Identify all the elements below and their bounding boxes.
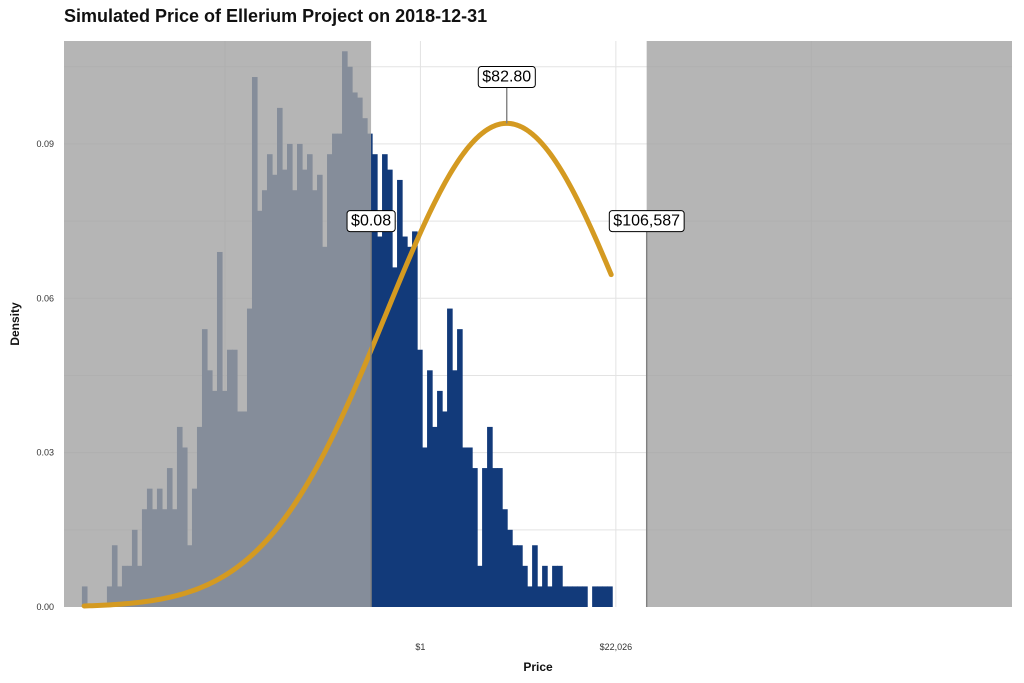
histogram-bar — [582, 586, 588, 607]
histogram-bar — [517, 545, 523, 607]
histogram-bar — [507, 529, 513, 607]
shade-layer — [64, 41, 1012, 607]
histogram-bar — [397, 179, 403, 607]
histogram-bar — [402, 236, 408, 607]
y-tick-label: 0.06 — [36, 293, 54, 303]
density-curve — [81, 120, 614, 609]
histogram-bar — [522, 565, 528, 607]
histogram-bar — [442, 411, 448, 607]
annotation-text: $0.08 — [351, 213, 391, 230]
histogram-bar — [552, 565, 558, 607]
histogram-bar — [527, 586, 533, 607]
histogram-bar — [592, 586, 598, 607]
histogram-bar — [447, 308, 453, 607]
annotation-box — [477, 66, 536, 89]
annotation-label: $0.08 — [346, 210, 396, 233]
histogram-bar — [427, 370, 433, 607]
annotation-text: $106,587 — [613, 213, 680, 230]
histogram-bar — [477, 565, 483, 607]
y-tick-label: 0.03 — [36, 448, 54, 458]
histogram-bar — [387, 169, 393, 608]
x-axis-title: Price — [523, 660, 553, 674]
histogram-bar — [407, 246, 413, 607]
y-axis-title: Density — [8, 302, 22, 346]
histogram-bar — [372, 154, 378, 607]
shaded-tail-region — [646, 41, 1012, 607]
histogram-bar — [577, 586, 583, 607]
x-tick-label: $22,026 — [600, 642, 633, 652]
histogram-bar — [602, 586, 608, 607]
annotation-label: $106,587 — [608, 210, 685, 233]
histogram-bar — [432, 426, 438, 607]
histogram-bar — [437, 390, 443, 607]
histogram-bar — [562, 586, 568, 607]
histogram-bar — [547, 586, 553, 607]
histogram-bar — [462, 447, 468, 607]
histogram-bar — [392, 267, 398, 607]
annotation-box — [346, 210, 396, 233]
histogram-bar — [567, 586, 573, 607]
annotation-layer: $0.08 $82.80 $106,587 — [346, 66, 685, 607]
histogram-bar — [457, 329, 463, 607]
axis-layer: 0.00 0.03 0.06 0.09 $1 $22,026 Price Density — [8, 139, 632, 674]
histogram-bar — [422, 447, 428, 607]
histogram-bar — [377, 236, 383, 607]
histogram-bar — [607, 586, 613, 607]
histogram-bar — [417, 349, 423, 607]
histogram-bar — [597, 586, 603, 607]
histogram-bar — [537, 586, 543, 607]
histogram-bar — [512, 545, 518, 607]
histogram-bar — [487, 426, 493, 607]
y-tick-label: 0.09 — [36, 139, 54, 149]
histogram-bar — [497, 468, 503, 607]
histogram-bar — [452, 370, 458, 607]
chart-title: Simulated Price of Ellerium Project on 2… — [64, 6, 488, 26]
histogram-bar — [382, 154, 388, 607]
annotation-box — [608, 210, 685, 233]
histogram-bar — [557, 565, 563, 607]
curve-layer — [81, 120, 614, 609]
histogram-bar — [482, 468, 488, 607]
y-tick-label: 0.00 — [36, 602, 54, 612]
histogram-bar — [492, 468, 498, 607]
histogram-bar — [502, 509, 508, 607]
histogram-bar — [472, 468, 478, 607]
histogram-bar — [532, 545, 538, 607]
annotation-label: $82.80 — [477, 66, 536, 89]
histogram-bar — [412, 231, 418, 607]
annotation-text: $82.80 — [482, 69, 531, 86]
x-tick-label: $1 — [415, 642, 425, 652]
shaded-tail-region — [64, 41, 372, 607]
histogram-bar — [572, 586, 578, 607]
histogram-bar — [467, 447, 473, 607]
histogram-bar — [542, 565, 548, 607]
